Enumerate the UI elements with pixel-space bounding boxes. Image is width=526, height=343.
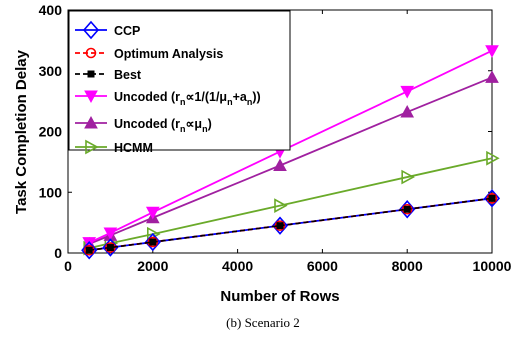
legend-entry: HCMM — [75, 139, 153, 155]
marker-triangle-down — [400, 85, 415, 99]
marker-triangle-down — [485, 45, 499, 58]
x-tick-label: 10000 — [473, 258, 512, 274]
axis-ticks: 0 2000 4000 6000 8000 10000 0 100 200 300 400 — [39, 2, 512, 274]
x-tick-label: 8000 — [392, 258, 423, 274]
legend-entry: Best — [75, 68, 142, 82]
marker-diamond — [399, 200, 416, 219]
legend-entry: CCP — [75, 20, 140, 40]
marker-square — [106, 244, 114, 252]
x-tick-label: 2000 — [137, 258, 168, 274]
legend-label: Optimum Analysis — [114, 47, 223, 61]
legend-label: HCMM — [114, 141, 153, 155]
y-tick-label: 300 — [39, 63, 63, 79]
x-axis-title: Number of Rows — [220, 288, 339, 305]
figure-caption: (b) Scenario 2 — [226, 315, 300, 330]
x-tick-label: 0 — [64, 258, 72, 274]
marker-circle — [85, 47, 97, 59]
legend-entry: Optimum Analysis — [75, 47, 223, 61]
marker-square — [85, 246, 93, 254]
marker-triangle-right — [401, 169, 415, 185]
marker-diamond — [483, 189, 501, 208]
marker-triangle-down — [145, 206, 160, 220]
marker-square — [403, 205, 411, 213]
y-tick-label: 0 — [54, 245, 62, 261]
legend-label: Uncoded (rn∝μn) — [114, 117, 212, 134]
marker-triangle-up — [84, 115, 98, 129]
marker-triangle-up — [273, 158, 287, 172]
x-tick-label: 4000 — [222, 258, 253, 274]
legend-label: Best — [114, 68, 142, 82]
y-tick-label: 100 — [39, 184, 63, 200]
y-tick-label: 200 — [39, 124, 63, 140]
marker-diamond — [271, 216, 289, 235]
y-axis-title: Task Completion Delay — [13, 49, 30, 214]
marker-triangle-up — [485, 70, 499, 83]
marker-square — [149, 238, 157, 246]
y-tick-label: 400 — [39, 2, 63, 18]
series-2 — [85, 194, 496, 254]
marker-square — [87, 70, 95, 78]
marker-diamond — [144, 232, 161, 252]
series-layer — [81, 45, 501, 260]
legend-box — [68, 10, 291, 151]
marker-triangle-right — [85, 139, 99, 155]
marker-triangle-down — [84, 90, 98, 104]
legend-label: Uncoded (rn∝1/(1/μn+an)) — [114, 90, 261, 107]
marker-triangle-down — [103, 227, 118, 240]
marker-diamond — [82, 20, 100, 40]
legend-entry: Uncoded (rn∝μn) — [75, 115, 212, 134]
marker-triangle-up — [400, 105, 415, 118]
series-line — [88, 49, 493, 244]
marker-square — [488, 194, 496, 202]
marker-diamond — [81, 241, 98, 260]
marker-square — [276, 222, 284, 230]
series-line — [89, 197, 493, 252]
marker-diamond — [102, 238, 119, 257]
x-tick-label: 6000 — [307, 258, 338, 274]
marker-triangle-right — [486, 150, 500, 166]
legend-label: CCP — [114, 24, 140, 38]
marker-triangle-right — [274, 198, 288, 213]
legend: CCP Optimum Analysis Best Uncoded (rn∝1/(1/… — [68, 10, 291, 155]
legend-entry: Uncoded (rn∝1/(1/μn+an)) — [75, 90, 261, 107]
